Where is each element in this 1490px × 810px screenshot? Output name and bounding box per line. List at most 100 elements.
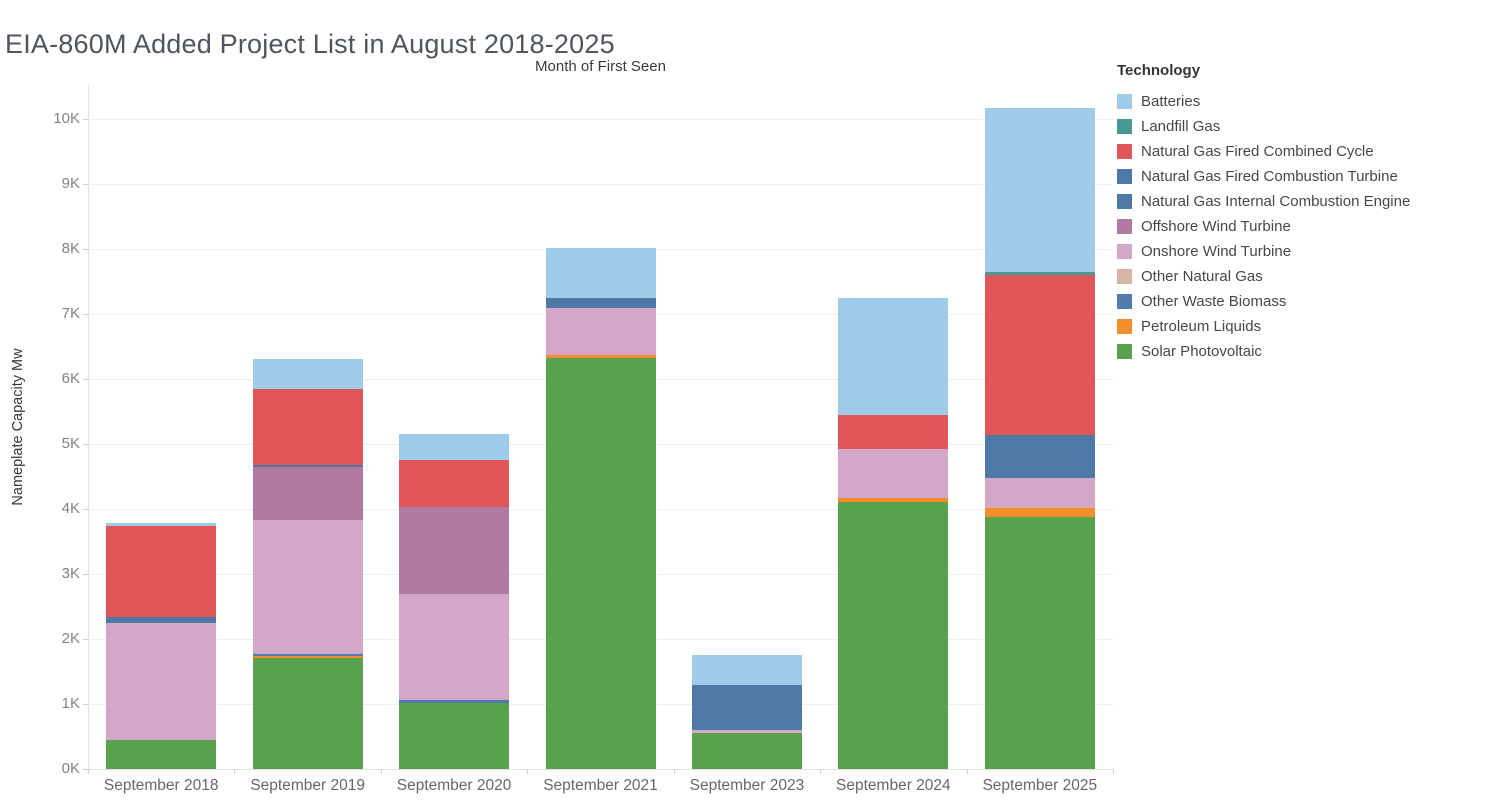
- legend-item-label: Onshore Wind Turbine: [1141, 243, 1292, 260]
- bar-segment[interactable]: [106, 525, 217, 617]
- bar-segment[interactable]: [691, 730, 802, 734]
- x-tick-mark: [234, 769, 236, 774]
- legend-item[interactable]: Onshore Wind Turbine: [1117, 239, 1487, 264]
- bar-segment[interactable]: [106, 740, 217, 769]
- stacked-bar: [399, 433, 510, 769]
- chart-plot-area: [88, 85, 1113, 769]
- bar-segment[interactable]: [984, 434, 1095, 479]
- bar-segment[interactable]: [838, 298, 949, 415]
- legend-item[interactable]: Solar Photovoltaic: [1117, 339, 1487, 364]
- bar-segment[interactable]: [399, 702, 510, 769]
- legend-swatch: [1117, 119, 1132, 134]
- stacked-bar: [545, 247, 656, 769]
- bar-segment[interactable]: [106, 616, 217, 624]
- legend-items: Batteries Landfill Gas Natural Gas Fired C…: [1117, 89, 1487, 364]
- bar-segment[interactable]: [984, 275, 1095, 435]
- bar-segment[interactable]: [984, 478, 1095, 508]
- bar-segment[interactable]: [984, 272, 1095, 275]
- bar-segment[interactable]: [691, 685, 802, 730]
- legend-swatch: [1117, 319, 1132, 334]
- bar-segment[interactable]: [984, 516, 1095, 769]
- bar-segment[interactable]: [399, 459, 510, 508]
- legend-item[interactable]: Petroleum Liquids: [1117, 314, 1487, 339]
- y-tick-mark: [83, 704, 88, 705]
- x-axis-title: Month of First Seen: [535, 58, 666, 75]
- x-tick-mark: [527, 769, 529, 774]
- bar-segment[interactable]: [399, 594, 510, 701]
- bar-segment[interactable]: [838, 449, 949, 498]
- legend-item[interactable]: Natural Gas Internal Combustion Engine: [1117, 189, 1487, 214]
- y-gridline: [88, 183, 1113, 185]
- y-tick-label: 0K: [61, 760, 80, 777]
- x-category-label: September 2019: [250, 777, 365, 794]
- legend-item-label: Petroleum Liquids: [1141, 318, 1262, 335]
- legend-item[interactable]: Natural Gas Fired Combustion Turbine: [1117, 164, 1487, 189]
- y-tick-label: 2K: [61, 630, 80, 647]
- bar-segment[interactable]: [545, 247, 656, 298]
- x-category-label: September 2021: [543, 777, 658, 794]
- bar-segment[interactable]: [984, 507, 1095, 509]
- y-tick-label: 8K: [61, 240, 80, 257]
- legend-item-label: Natural Gas Fired Combustion Turbine: [1141, 168, 1398, 185]
- legend-item-label: Other Waste Biomass: [1141, 293, 1287, 310]
- bar-segment[interactable]: [106, 623, 217, 741]
- bar-segment[interactable]: [252, 655, 363, 658]
- bar-segment[interactable]: [984, 508, 1095, 517]
- legend-item[interactable]: Batteries: [1117, 89, 1487, 114]
- x-tick-mark: [820, 769, 822, 774]
- bar-segment[interactable]: [252, 520, 363, 654]
- y-axis-label: Nameplate Capacity Mw: [10, 348, 26, 506]
- bar-segment[interactable]: [691, 655, 802, 686]
- legend-item-label: Solar Photovoltaic: [1141, 343, 1262, 360]
- y-tick-label: 9K: [61, 175, 80, 192]
- legend-swatch: [1117, 169, 1132, 184]
- y-tick-label: 1K: [61, 695, 80, 712]
- bar-segment[interactable]: [252, 653, 363, 656]
- bar-segment[interactable]: [545, 308, 656, 355]
- legend-swatch: [1117, 144, 1132, 159]
- bar-segment[interactable]: [252, 358, 363, 390]
- bar-segment[interactable]: [691, 733, 802, 769]
- legend-swatch: [1117, 344, 1132, 359]
- y-tick-mark: [83, 119, 88, 120]
- x-axis-line: [88, 769, 1114, 770]
- bar-segment[interactable]: [252, 657, 363, 769]
- bar-segment[interactable]: [545, 297, 656, 309]
- y-tick-label: 4K: [61, 500, 80, 517]
- legend-item[interactable]: Landfill Gas: [1117, 114, 1487, 139]
- x-tick-mark: [673, 769, 675, 774]
- x-category-label: September 2018: [103, 777, 219, 794]
- bar-segment[interactable]: [838, 501, 949, 769]
- x-tick-mark: [380, 769, 382, 774]
- y-tick-label: 7K: [61, 305, 80, 322]
- legend-item[interactable]: Offshore Wind Turbine: [1117, 214, 1487, 239]
- y-tick-mark: [83, 509, 88, 510]
- bar-segment[interactable]: [399, 433, 510, 460]
- bar-segment[interactable]: [252, 465, 363, 468]
- legend: Technology Batteries Landfill Gas Natural …: [1117, 62, 1487, 364]
- bar-segment[interactable]: [545, 354, 656, 358]
- page-title: EIA-860M Added Project List in August 20…: [5, 29, 615, 60]
- y-tick-mark: [83, 444, 88, 445]
- x-category-label: September 2025: [982, 777, 1098, 794]
- bar-segment[interactable]: [838, 497, 949, 502]
- y-tick-label: 5K: [61, 435, 80, 452]
- bar-segment[interactable]: [399, 507, 510, 595]
- legend-swatch: [1117, 294, 1132, 309]
- legend-item[interactable]: Natural Gas Fired Combined Cycle: [1117, 139, 1487, 164]
- bar-segment[interactable]: [838, 414, 949, 450]
- legend-item[interactable]: Other Waste Biomass: [1117, 289, 1487, 314]
- bar-segment[interactable]: [984, 107, 1095, 273]
- bar-segment[interactable]: [545, 357, 656, 769]
- y-tick-mark: [83, 639, 88, 640]
- bar-segment[interactable]: [399, 700, 510, 703]
- y-tick-mark: [83, 314, 88, 315]
- bar-segment[interactable]: [252, 389, 363, 466]
- legend-item[interactable]: Other Natural Gas: [1117, 264, 1487, 289]
- y-tick-mark: [83, 379, 88, 380]
- legend-swatch: [1117, 244, 1132, 259]
- bar-segment[interactable]: [106, 523, 217, 526]
- x-category-label: September 2023: [689, 777, 805, 794]
- bar-segment[interactable]: [252, 467, 363, 521]
- legend-item-label: Natural Gas Internal Combustion Engine: [1141, 193, 1411, 210]
